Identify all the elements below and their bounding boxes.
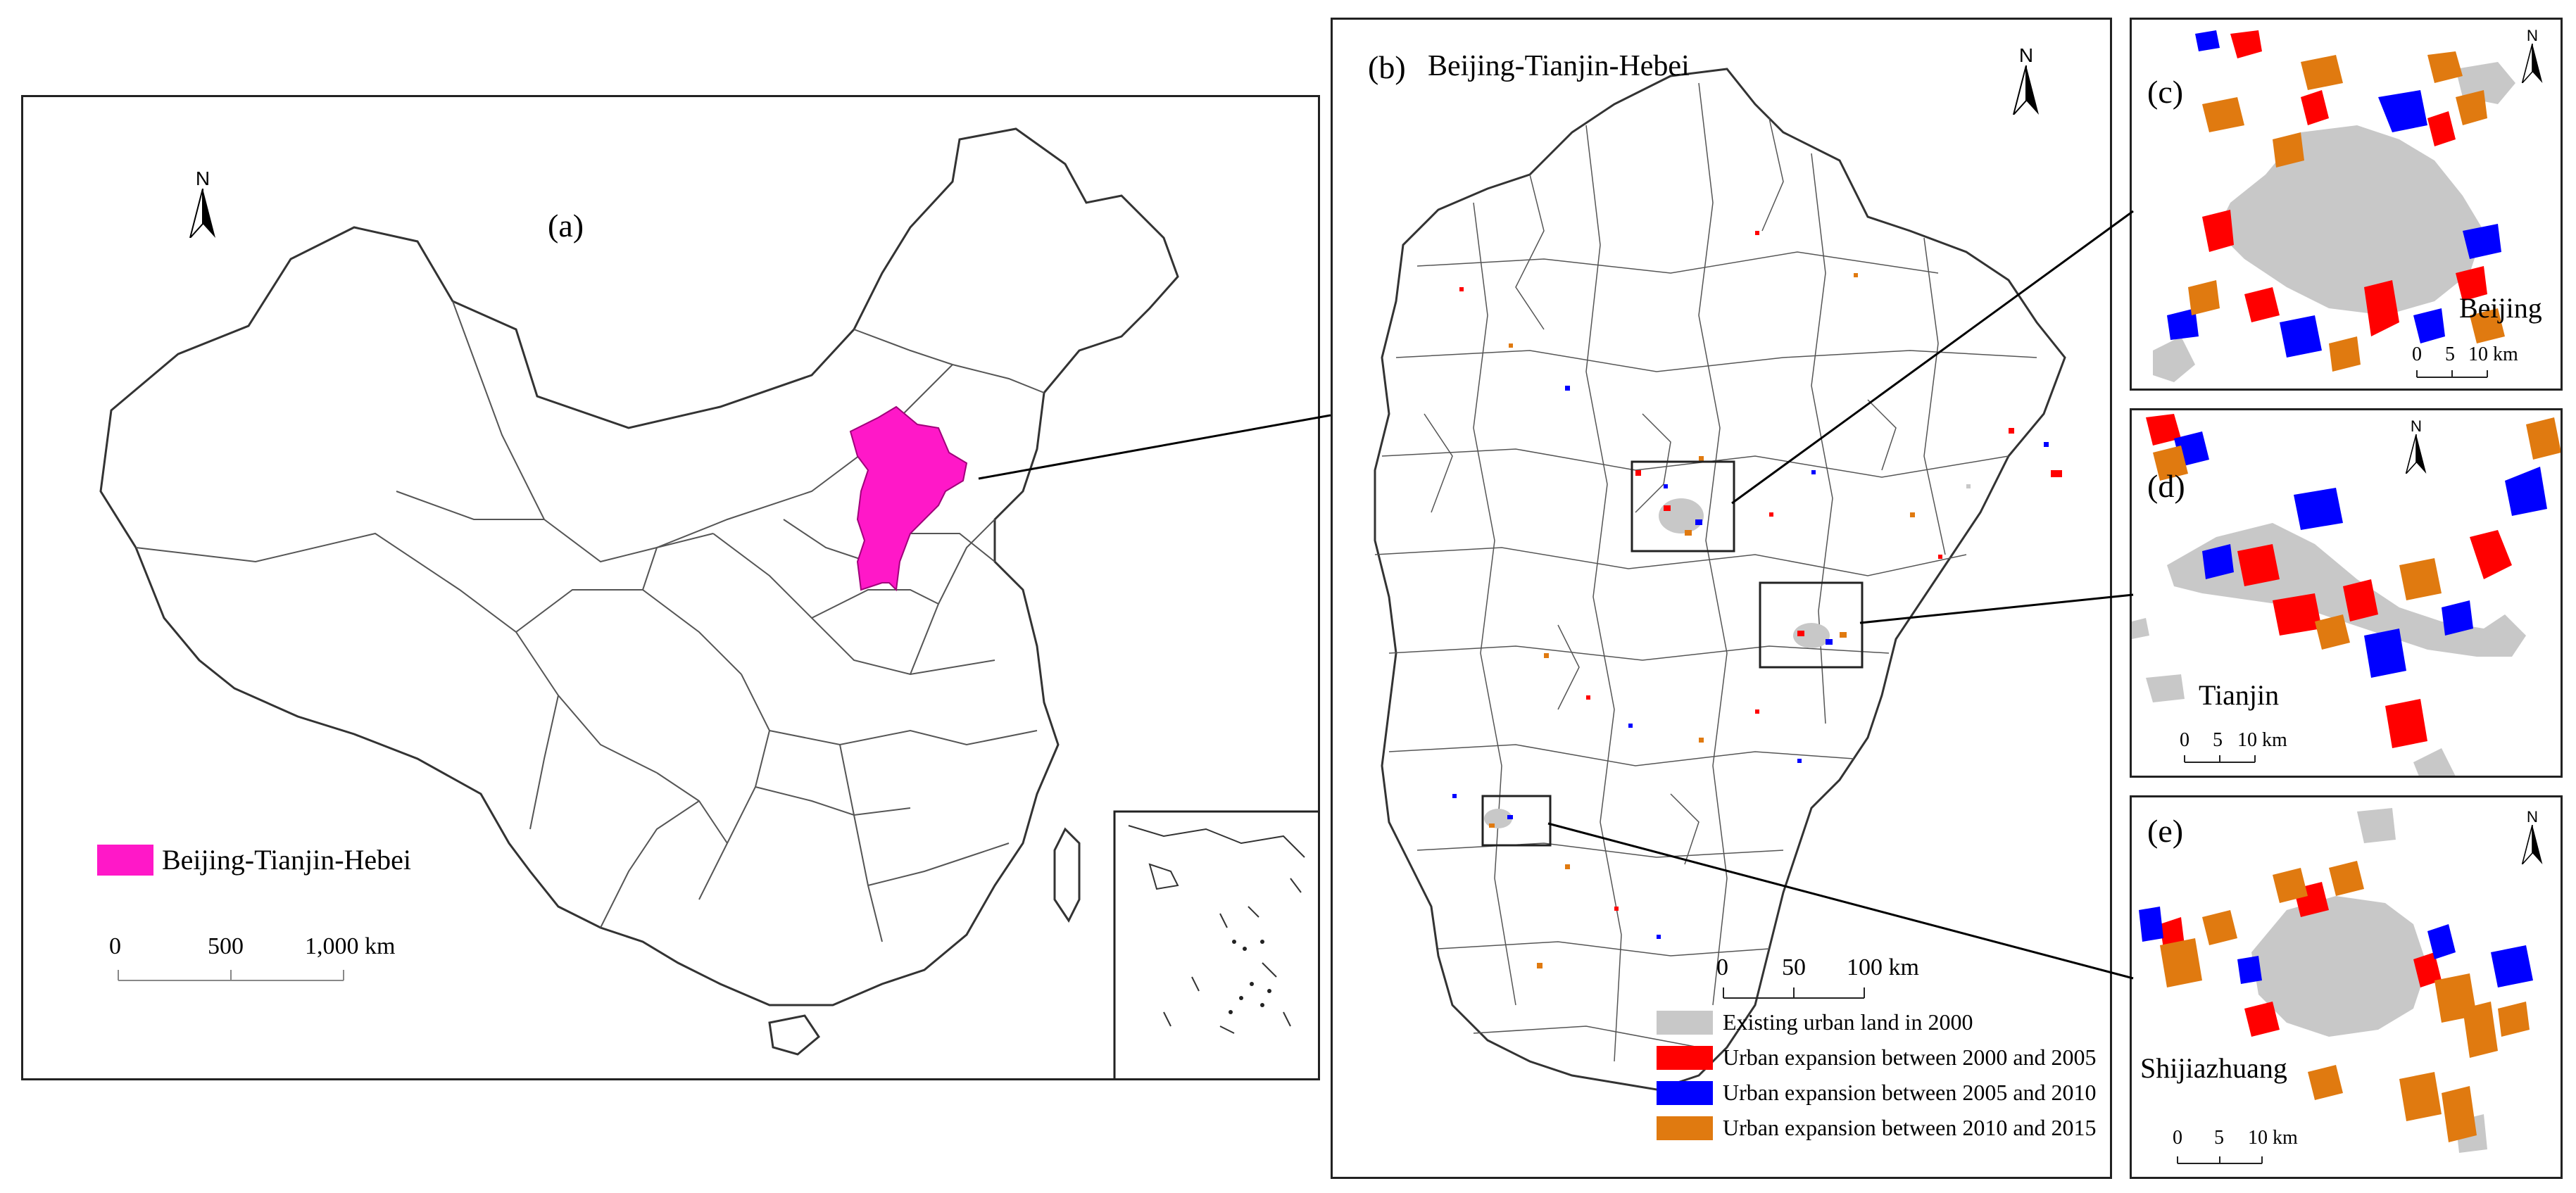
panel-b-label: (b) [1368,49,1406,85]
tianjin-zoom-box [1759,581,1864,669]
legend-text: Existing urban land in 2000 [1723,1009,1973,1035]
shijiazhuang-cluster [1484,809,1513,828]
panel-d-scale-bar [2184,755,2256,763]
panel-c-scale-0: 0 [2412,343,2422,365]
south-china-sea-dots [1229,940,1271,1014]
panel-c-city-name: Beijing [2459,292,2542,324]
panel-a-scale-bar [118,970,344,981]
panel-c-scale-bar [2416,370,2488,378]
china-outline [97,127,1318,1078]
panel-d-scale-10: 10 km [2237,729,2287,751]
panel-d-label: (d) [2147,468,2185,504]
legend-item-expansion-2010: Urban expansion between 2005 and 2010 [1657,1080,2097,1106]
south-china-sea-islands [1128,825,1305,1034]
tianjin-urban-map [2132,414,2561,776]
china-border [99,127,1179,1006]
taiwan-island [1053,827,1081,923]
legend-swatch-blue [1657,1080,1713,1105]
legend-item-expansion-2005: Urban expansion between 2000 and 2005 [1657,1044,2097,1071]
shijiazhuang-urban-map [2139,808,2533,1164]
panel-a-china-map: N (a) Beijing-Tianjin-Hebei 0 500 1,000 … [21,95,1320,1080]
legend-swatch-orange [1657,1116,1713,1140]
bth-border [1374,68,2066,1091]
panel-b-title: Beijing-Tianjin-Hebei [1428,50,1690,82]
panel-d-scale-0: 0 [2180,729,2189,751]
north-label: N [2526,808,2539,826]
panel-e-north-arrow: N [2515,808,2549,870]
panel-b-scale-50: 50 [1782,954,1806,980]
shijiazhuang-zoom-box [1481,795,1552,847]
panel-a-label: (a) [548,208,584,244]
panel-e-label: (e) [2147,813,2184,849]
legend-text: Urban expansion between 2010 and 2015 [1723,1115,2097,1140]
tianjin-cluster [1793,623,1847,648]
south-china-sea-inset [1113,810,1318,1078]
panel-e-scale-bar [2177,1156,2263,1164]
north-label: N [195,168,211,189]
panel-d-tianjin-map: (d) Tianjin 0 5 10 km N [2130,408,2563,778]
bth-region-highlight [849,405,968,592]
panel-c-scale-5: 5 [2445,343,2455,365]
urban-specks [1452,231,2062,1023]
panel-a-north-arrow: N [182,168,224,245]
panel-a-scale-0: 0 [109,933,121,959]
panel-b-bth-map: (b) Beijing-Tianjin-Hebei N 0 50 100 km … [1331,18,2112,1179]
legend-item-urban-2000: Existing urban land in 2000 [1657,1009,1973,1035]
panel-a-scale-500: 500 [208,933,244,959]
panel-a-legend-swatch [97,845,153,876]
panel-d-city-name: Tianjin [2199,679,2280,711]
panel-c-beijing-map: (c) Beijing 0 5 10 km N [2130,18,2563,391]
legend-text: Urban expansion between 2005 and 2010 [1723,1080,2097,1105]
panel-b-scale-100: 100 km [1847,954,1919,980]
north-label: N [2410,417,2423,435]
legend-swatch-gray [1657,1010,1713,1035]
panel-c-label: (c) [2147,74,2184,110]
panel-e-shijiazhuang-map: (e) Shijiazhuang 0 5 10 km N [2130,795,2563,1179]
panel-e-scale-5: 5 [2214,1127,2224,1149]
panel-e-city-name: Shijiazhuang [2140,1052,2287,1084]
hainan-island [768,1014,820,1056]
panel-e-scale-0: 0 [2173,1127,2182,1149]
beijing-cluster [1659,498,1704,536]
panel-a-scale-1000: 1,000 km [305,933,396,959]
panel-c-scale-10: 10 km [2468,343,2518,365]
north-label: N [2526,27,2539,44]
beijing-zoom-box [1631,460,1735,553]
legend-item-expansion-2015: Urban expansion between 2010 and 2015 [1657,1115,2097,1141]
panel-a-legend-label: Beijing-Tianjin-Hebei [162,844,412,876]
panel-b-scale-bar [1723,987,1865,999]
beijing-urban-map [2153,30,2515,382]
panel-d-north-arrow: N [2399,417,2433,479]
panel-d-scale-5: 5 [2213,729,2223,751]
legend-swatch-red [1657,1045,1713,1070]
panel-b-north-arrow: N [2005,44,2047,122]
legend-text: Urban expansion between 2000 and 2005 [1723,1044,2097,1070]
panel-e-scale-10: 10 km [2248,1127,2298,1149]
county-boundaries [1374,82,2037,1062]
panel-b-scale-0: 0 [1716,954,1728,980]
north-label: N [2018,44,2034,66]
panel-c-north-arrow: N [2515,27,2549,89]
bth-outline [1374,68,2066,1091]
